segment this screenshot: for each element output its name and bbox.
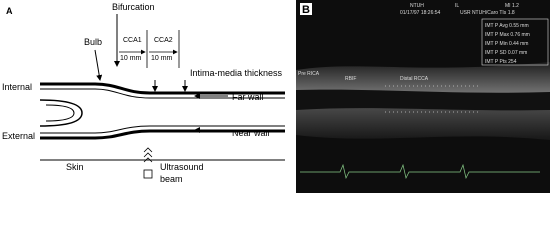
label: Pre RICA [298,71,320,77]
figure: A Bifurcation Bulb CCA1 CCA2 10 mm 10 mm… [2,0,550,193]
label: Intima-media thickness [190,68,283,78]
label: RBIF [345,76,356,82]
label: Bifurcation [112,2,155,12]
label: Internal [2,82,32,92]
header-text: MI 1.2 [505,3,519,9]
header-text: IL [455,3,459,9]
label: Distal RCCA [400,76,429,82]
label: Ultrasound [160,162,204,172]
panel-label: B [302,4,310,16]
panel-a: A Bifurcation Bulb CCA1 CCA2 10 mm 10 mm… [2,2,285,184]
label: Near wall [232,128,270,138]
panel-label-box [300,3,312,15]
header-text: 01/17/97 18:26:54 [400,10,441,16]
panel-b: B NTUH 01/17/97 18:26:54 IL MI 1.2 USR N… [296,0,550,193]
label: 10 mm [151,55,173,62]
measurement: IMT P Min 0.44 mm [485,41,528,47]
panel-label: A [6,6,13,16]
vessel [39,14,285,179]
label: Bulb [84,37,102,47]
header-text: NTUH [410,3,424,9]
lumen [296,89,550,111]
ecg-trace [300,163,540,180]
measurement: IMT P Max 0.76 mm [485,32,530,38]
measurement-box [481,18,549,66]
measurement: IMT P SD 0.07 mm [485,50,527,56]
label: 10 mm [120,55,142,62]
label: Far wall [232,92,264,102]
measurement: IMT P Pts 254 [485,59,517,65]
label: CCA2 [154,37,173,44]
measurement: IMT P Avg 0.55 mm [485,23,529,29]
header-text: USR NTUH/Caro TIs 1.8 [460,10,515,16]
label: Skin [66,162,84,172]
label: External [2,131,35,141]
label: beam [160,174,183,184]
label: CCA1 [123,37,142,44]
